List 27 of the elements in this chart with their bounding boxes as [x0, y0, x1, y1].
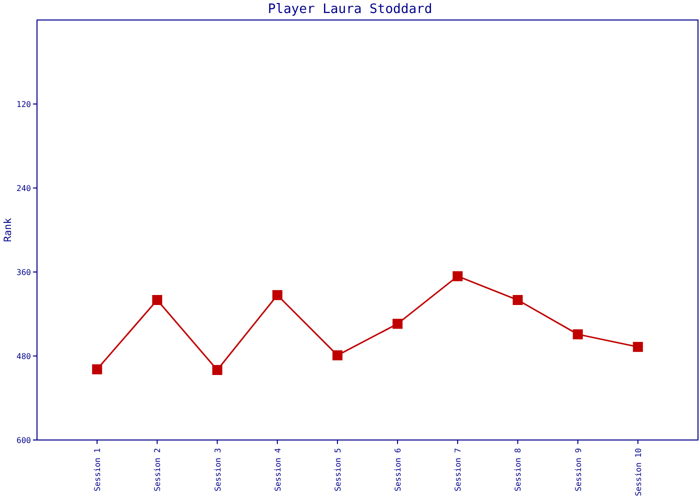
- y-tick-label: 240: [16, 184, 32, 193]
- x-tick-label: Session 9: [574, 448, 583, 492]
- x-tick-label: Session 7: [454, 448, 463, 492]
- chart-title: Player Laura Stoddard: [268, 2, 432, 17]
- x-tick-label: Session 5: [333, 448, 342, 492]
- point: [212, 365, 222, 375]
- point: [572, 329, 583, 340]
- x-tick-label: Session 3: [213, 448, 222, 492]
- x-tick-label: Session 10: [634, 448, 643, 496]
- y-tick-label: 480: [16, 352, 32, 361]
- x-tick-label: Session 1: [93, 448, 102, 492]
- x-tick-label: Session 2: [153, 448, 162, 492]
- point: [332, 350, 342, 360]
- x-tick-label: Session 8: [514, 448, 523, 492]
- point: [92, 364, 102, 374]
- y-tick-label: 600: [16, 436, 32, 445]
- point: [392, 318, 403, 329]
- point: [272, 290, 282, 300]
- point: [452, 271, 463, 282]
- y-axis-title: Rank: [3, 218, 14, 242]
- point: [512, 295, 523, 305]
- y-tick-label: 120: [16, 100, 32, 109]
- point: [152, 295, 162, 305]
- y-tick-label: 360: [16, 268, 32, 277]
- x-tick-label: Session 4: [273, 448, 282, 492]
- point: [632, 342, 643, 352]
- x-tick-label: Session 6: [394, 448, 403, 492]
